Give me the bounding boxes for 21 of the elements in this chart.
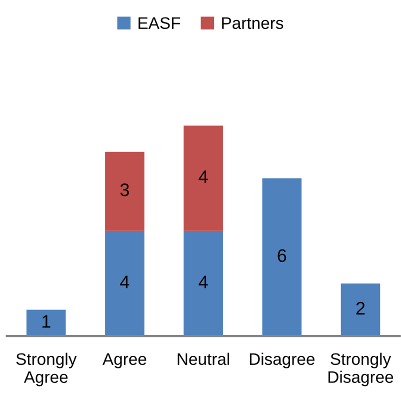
data-label: 3 <box>120 183 129 196</box>
bar <box>184 126 223 231</box>
x-tick-label: Strongly Agree <box>16 352 77 386</box>
bar <box>184 230 223 336</box>
x-tick-label: Strongly Disagree <box>328 352 394 386</box>
bar <box>262 178 302 336</box>
data-label: 4 <box>198 170 208 183</box>
legend-label: Partners <box>222 17 284 29</box>
data-label: 4 <box>120 276 130 288</box>
bar <box>105 230 144 336</box>
legend-label: EASF <box>138 17 180 29</box>
bar <box>340 283 380 336</box>
x-tick-label: Neutral <box>178 352 230 366</box>
data-label: 2 <box>356 302 365 314</box>
data-label: 4 <box>198 276 208 288</box>
bar <box>105 152 144 231</box>
data-label: 1 <box>42 315 50 328</box>
bar <box>26 310 66 336</box>
x-tick-label: Agree <box>102 353 146 368</box>
x-tick-label: Disagree <box>250 352 315 368</box>
data-label: 6 <box>278 249 286 262</box>
